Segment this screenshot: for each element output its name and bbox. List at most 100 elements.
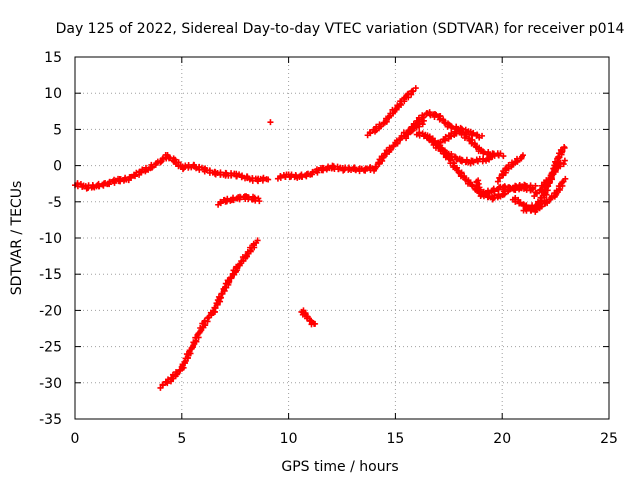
data-point (500, 153, 507, 160)
x-tick-label: 25 (600, 431, 618, 447)
data-point (244, 173, 251, 180)
y-tick-label: -5 (48, 195, 62, 211)
x-tick-label: 0 (71, 431, 80, 447)
x-tick-label: 5 (177, 431, 186, 447)
data-point (227, 274, 234, 281)
data-point (386, 114, 393, 121)
data-point (226, 278, 233, 285)
chart-title: Day 125 of 2022, Sidereal Day-to-day VTE… (56, 21, 625, 37)
y-tick-label: 5 (53, 122, 62, 138)
y-axis-label: SDTVAR / TECUs (9, 181, 25, 296)
data-point (407, 126, 414, 133)
data-point (453, 130, 460, 137)
x-axis-label: GPS time / hours (281, 459, 398, 475)
data-point (419, 121, 426, 128)
y-tick-label: -15 (39, 267, 62, 283)
data-point (371, 167, 378, 174)
data-point (432, 137, 439, 144)
data-point (529, 186, 536, 193)
data-point (559, 148, 566, 155)
data-point (265, 176, 272, 183)
data-point (496, 175, 503, 182)
data-point (474, 131, 481, 138)
y-tick-label: 15 (44, 50, 62, 66)
data-point (239, 172, 246, 179)
data-point (494, 178, 501, 185)
data-point (236, 261, 243, 268)
data-point (547, 196, 554, 203)
data-point (519, 152, 526, 159)
y-tick-label: -35 (39, 412, 62, 428)
data-point (267, 119, 274, 126)
data-point (304, 314, 311, 321)
data-point (403, 135, 410, 142)
data-point (387, 146, 394, 153)
data-point (224, 195, 231, 202)
data-point (470, 159, 477, 166)
data-point (277, 174, 284, 181)
y-tick-label: 10 (44, 86, 62, 102)
x-tick-label: 15 (386, 431, 404, 447)
data-point (518, 155, 525, 162)
data-point (405, 90, 412, 97)
data-point (218, 290, 225, 297)
data-point (380, 154, 387, 161)
x-tick-label: 10 (280, 431, 298, 447)
data-point (427, 112, 434, 119)
grid-lines (75, 57, 609, 419)
data-point (260, 174, 267, 181)
data-point (412, 121, 419, 128)
data-point (533, 190, 540, 197)
data-points (72, 85, 569, 391)
data-point (453, 165, 460, 172)
data-point (517, 199, 524, 206)
data-point (138, 169, 145, 176)
data-point (367, 130, 374, 137)
y-tick-label: 0 (53, 159, 62, 175)
data-point (543, 191, 550, 198)
data-point (499, 171, 506, 178)
data-point (557, 159, 564, 166)
data-point (213, 300, 220, 307)
data-point (128, 174, 135, 181)
data-point (412, 85, 419, 92)
data-point (217, 200, 224, 207)
y-tick-label: -30 (39, 376, 62, 392)
data-point (211, 304, 218, 311)
x-tick-label: 20 (493, 431, 511, 447)
data-point (230, 196, 237, 203)
data-point (470, 129, 477, 136)
data-point (561, 144, 568, 151)
data-point (159, 382, 166, 389)
axis-ticks: 0 5 10 15 20 25 -35 -30 -25 -20 -15 -10 -5 0 5 10 15 (39, 50, 618, 447)
data-point (404, 131, 411, 138)
data-point (152, 161, 159, 168)
data-point (397, 136, 404, 143)
data-point (181, 359, 188, 366)
data-point (560, 161, 567, 168)
data-point (538, 203, 545, 210)
data-point (184, 355, 191, 362)
y-tick-label: -20 (39, 303, 62, 319)
data-point (186, 348, 193, 355)
data-point (439, 146, 446, 153)
data-point (312, 320, 319, 327)
data-point (479, 132, 486, 139)
y-tick-label: -25 (39, 340, 62, 356)
data-point (561, 157, 568, 164)
data-point (491, 187, 498, 194)
data-point (372, 163, 379, 170)
data-point (193, 165, 200, 172)
data-point (191, 162, 198, 169)
data-point (174, 370, 181, 377)
data-point (562, 175, 569, 182)
y-tick-label: -10 (39, 231, 62, 247)
data-point (243, 252, 250, 259)
data-point (375, 159, 382, 166)
data-point (352, 167, 359, 174)
data-point (436, 143, 443, 149)
data-point (410, 88, 417, 95)
data-point (256, 198, 263, 205)
